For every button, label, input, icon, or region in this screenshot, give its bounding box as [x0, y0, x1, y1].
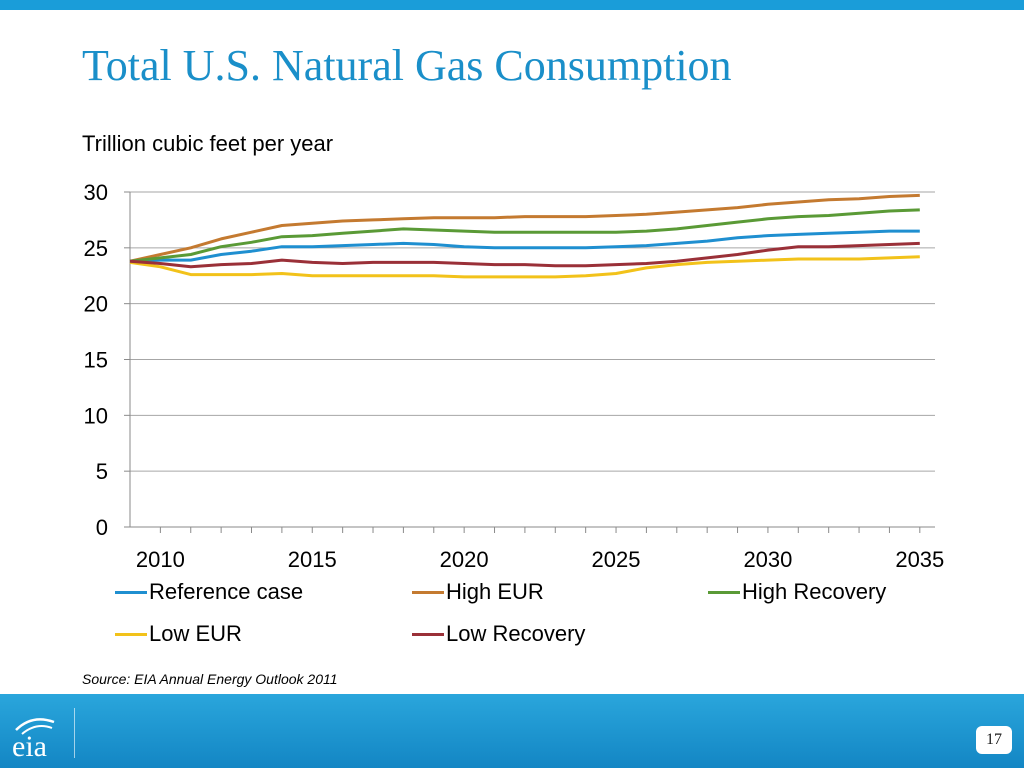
page-number: 17 [976, 726, 1012, 754]
x-tick-label: 2010 [136, 547, 185, 570]
x-tick-label: 2015 [288, 547, 337, 570]
y-tick-label: 10 [84, 403, 108, 428]
chart-legend: Reference case High EUR High Recovery Low E… [0, 573, 1024, 653]
x-tick-label: 2025 [592, 547, 641, 570]
series-line-high-eur [129, 193, 920, 263]
x-tick-label: 2020 [440, 547, 489, 570]
legend-label: High Recovery [742, 579, 887, 604]
y-tick-label: 5 [96, 459, 108, 484]
legend-item-low-recovery: Low Recovery [412, 621, 585, 647]
legend-item-high-eur: High EUR [412, 579, 544, 605]
legend-swatch [115, 632, 147, 636]
legend-swatch [412, 590, 444, 594]
y-tick-label: 25 [84, 236, 108, 261]
legend-item-low-eur: Low EUR [115, 621, 242, 647]
logo-divider [74, 708, 75, 758]
legend-label: High EUR [446, 579, 544, 604]
legend-swatch [708, 590, 740, 594]
series-line-low-eur [129, 255, 920, 279]
legend-label: Low Recovery [446, 621, 586, 646]
y-tick-label: 30 [84, 180, 108, 205]
footer-bar [0, 694, 1024, 768]
x-tick-label: 2030 [743, 547, 792, 570]
logo-text: eia [12, 730, 47, 760]
legend-swatch [115, 590, 147, 594]
series-line-reference-case [129, 229, 920, 263]
top-accent-bar [0, 0, 1024, 10]
chart-unit-label: Trillion cubic feet per year [82, 131, 334, 156]
legend-label: Reference case [149, 579, 304, 604]
y-tick-label: 0 [96, 515, 108, 540]
legend-swatch [412, 632, 444, 636]
legend-item-high-recovery: High Recovery [708, 579, 886, 605]
eia-logo-icon: eia [12, 718, 55, 760]
series-line-low-recovery [129, 241, 920, 269]
x-tick-label: 2035 [895, 547, 944, 570]
legend-item-reference-case: Reference case [115, 579, 303, 605]
slide-title: Total U.S. Natural Gas Consumption [82, 41, 732, 90]
legend-label: Low EUR [149, 621, 242, 646]
y-tick-label: 20 [84, 292, 108, 317]
series-line-high-recovery [129, 208, 920, 263]
y-tick-label: 15 [84, 348, 108, 373]
source-note: Source: EIA Annual Energy Outlook 2011 [82, 671, 338, 687]
